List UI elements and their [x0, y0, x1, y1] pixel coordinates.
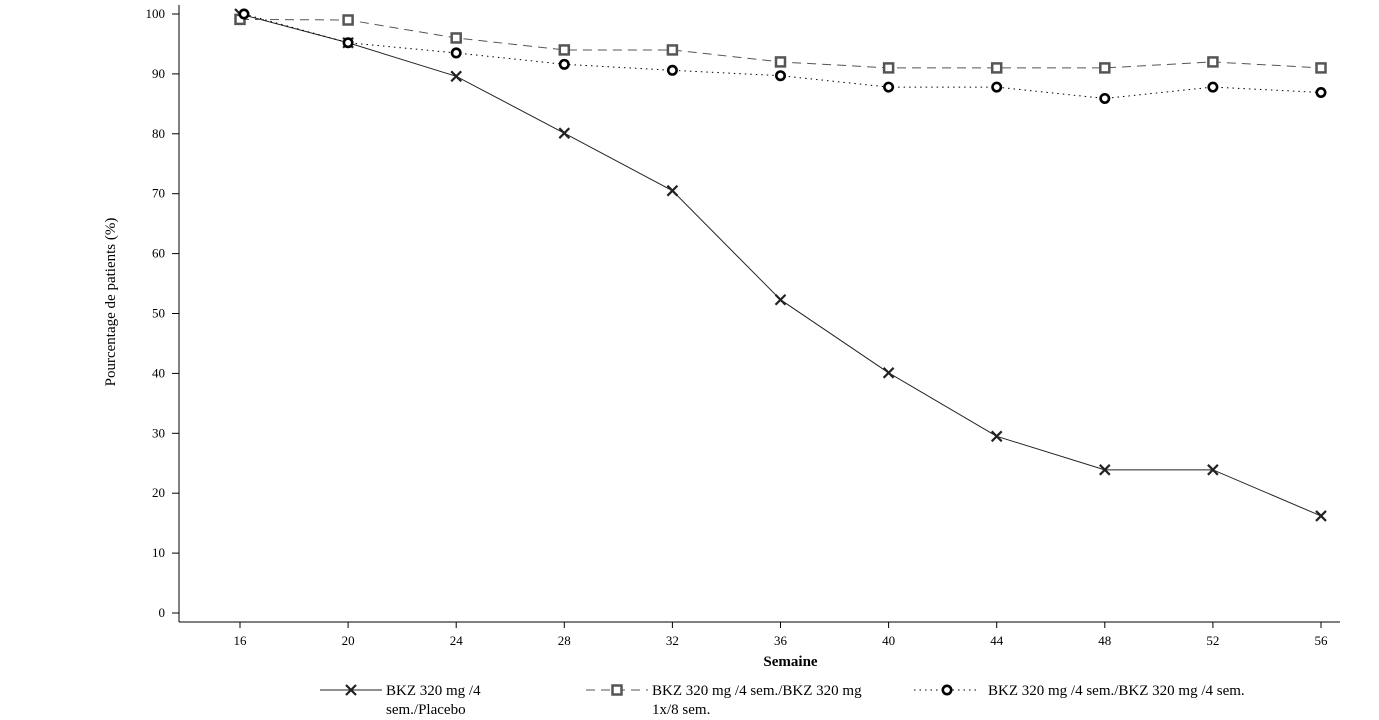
- series-3: [238, 8, 1327, 104]
- legend-item-3: BKZ 320 mg /4 sem./BKZ 320 mg /4 sem.: [914, 683, 1245, 699]
- x-tick-label: 36: [774, 633, 788, 648]
- legend-label: BKZ 320 mg /4 sem./BKZ 320 mg /4 sem.: [988, 683, 1245, 699]
- legend-label: BKZ 320 mg /4: [386, 683, 481, 699]
- series-1-point: [1099, 464, 1111, 476]
- y-tick-label: 50: [152, 306, 165, 321]
- y-tick-label: 10: [152, 545, 165, 560]
- series-2-point: [450, 32, 462, 44]
- series-3-point: [450, 47, 462, 59]
- series-1-point: [1315, 510, 1327, 522]
- series-3-point: [1207, 81, 1219, 93]
- series-2-point: [990, 62, 1003, 74]
- y-tick-label: 100: [146, 6, 166, 21]
- legend-item-2: BKZ 320 mg /4 sem./BKZ 320 mg 1x/8 sem.: [586, 683, 862, 718]
- y-tick-label: 90: [152, 66, 165, 81]
- x-tick-label: 24: [450, 633, 464, 648]
- series-2-point: [1315, 62, 1327, 74]
- series-3-point: [1315, 86, 1327, 98]
- series-3-point: [238, 8, 250, 20]
- series-1-line: [239, 13, 1322, 517]
- y-axis-title: Pourcentage de patients (%): [103, 218, 119, 387]
- series-3-point: [1099, 92, 1111, 104]
- x-axis: 16 20 24 28 32 36 40 44 48 52 56: [179, 621, 1340, 648]
- x-tick-label: 28: [558, 633, 571, 648]
- x-tick-label: 40: [882, 633, 895, 648]
- series-1-point: [990, 430, 1003, 443]
- series-2: [234, 13, 1327, 74]
- y-axis: 0 10 20 30 40 50 60 70 80 90 100: [146, 5, 180, 622]
- series-2-point: [1207, 56, 1219, 68]
- y-tick-label: 20: [152, 485, 165, 500]
- legend-swatch-marker: [941, 684, 953, 696]
- series-1-point: [558, 127, 571, 139]
- legend-item-1: BKZ 320 mg /4 sem./Placebo: [320, 683, 481, 718]
- series-layer: [234, 8, 1327, 522]
- legend-swatch-marker: [345, 684, 357, 696]
- series-3-point: [774, 70, 786, 82]
- series-1-point: [882, 367, 895, 379]
- x-tick-label: 20: [342, 633, 355, 648]
- x-tick-label: 32: [666, 633, 679, 648]
- series-2-point: [882, 62, 895, 74]
- x-tick-label: 44: [990, 633, 1004, 648]
- y-tick-label: 0: [159, 605, 166, 620]
- series-3-point: [666, 64, 678, 76]
- x-tick-label: 16: [234, 633, 248, 648]
- legend-label: sem./Placebo: [386, 702, 466, 718]
- series-3-point: [883, 81, 895, 93]
- series-1-point: [450, 70, 462, 83]
- series-2-point: [666, 44, 679, 56]
- series-3-point: [558, 58, 570, 70]
- x-axis-title: Semaine: [763, 654, 818, 670]
- x-tick-label: 52: [1206, 633, 1219, 648]
- series-1-point: [774, 293, 787, 306]
- series-1-point: [666, 184, 679, 197]
- series-3-point: [342, 37, 354, 49]
- x-tick-label: 56: [1315, 633, 1329, 648]
- series-3-point: [991, 81, 1003, 93]
- legend-label: BKZ 320 mg /4 sem./BKZ 320 mg: [652, 683, 862, 699]
- y-tick-label: 60: [152, 246, 165, 261]
- y-tick-label: 80: [152, 126, 165, 141]
- legend-label: 1x/8 sem.: [652, 702, 710, 718]
- y-tick-label: 40: [152, 365, 165, 380]
- series-2-point: [558, 44, 571, 56]
- x-tick-label: 48: [1098, 633, 1111, 648]
- series-2-point: [1099, 62, 1111, 74]
- series-2-point: [342, 14, 354, 26]
- series-1-point: [1207, 464, 1219, 476]
- series-1: [234, 8, 1327, 522]
- legend-swatch-marker: [611, 684, 623, 696]
- y-tick-label: 30: [152, 425, 165, 440]
- y-tick-label: 70: [152, 186, 165, 201]
- series-2-point: [774, 56, 787, 68]
